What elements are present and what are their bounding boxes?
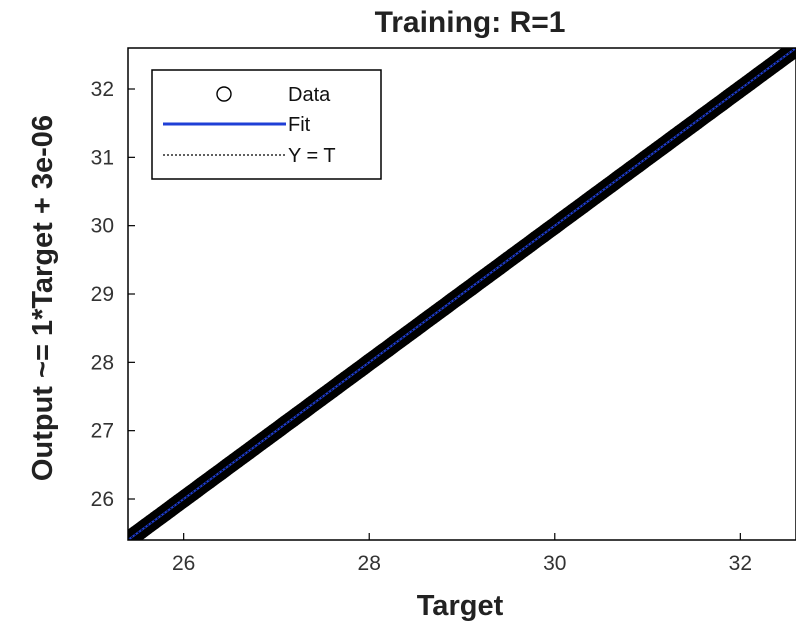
y-axis-label: Output ~= 1*Target + 3e-06 — [27, 115, 59, 481]
fit-line — [128, 48, 796, 540]
legend-data-label: Data — [288, 84, 331, 106]
x-axis-label: Target — [417, 590, 504, 622]
y-tick-label: 29 — [91, 283, 114, 306]
axis-ticks: 26 28 30 32 26 27 28 29 30 31 32 — [91, 78, 752, 575]
legend-yt-label: Y = T — [288, 145, 336, 167]
chart-title: Training: R=1 — [375, 6, 566, 39]
legend: Data Fit Y = T — [151, 69, 382, 180]
y-tick-label: 27 — [91, 420, 114, 443]
y-tick-label: 32 — [91, 78, 114, 101]
legend-fit-label: Fit — [288, 114, 311, 136]
y-tick-label: 31 — [91, 146, 114, 169]
data-point — [782, 48, 796, 60]
series-group — [128, 48, 796, 540]
y-tick-label: 28 — [91, 351, 114, 374]
y-tick-label: 30 — [91, 215, 114, 238]
plot-area — [128, 48, 796, 540]
y-tick-label: 26 — [91, 488, 114, 511]
legend-data-marker — [216, 86, 232, 102]
x-tick-label: 28 — [358, 552, 381, 575]
x-tick-label: 32 — [729, 552, 752, 575]
x-tick-label: 30 — [543, 552, 566, 575]
x-tick-label: 26 — [172, 552, 195, 575]
